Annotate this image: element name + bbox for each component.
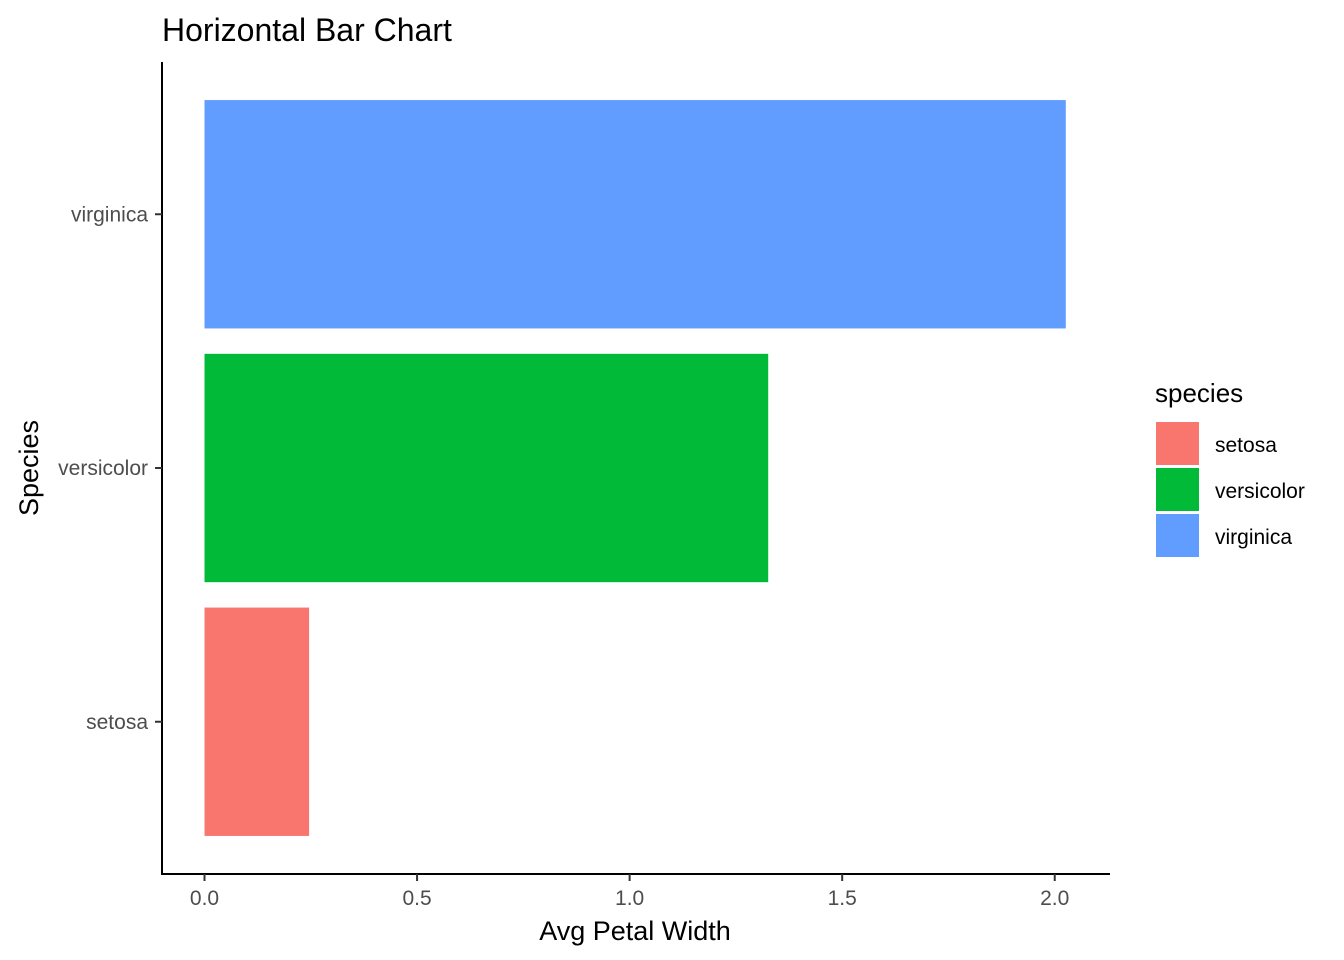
legend-label: setosa [1215,434,1277,457]
x-axis-title: Avg Petal Width [539,916,731,946]
x-tick-label: 0.0 [190,887,219,910]
legend-item-versicolor: versicolor [1156,468,1305,511]
x-tick-label: 0.5 [402,887,431,910]
y-axis-ticks: setosa versicolor virginica [58,203,162,734]
bar-virginica [204,100,1066,329]
chart-title: Horizontal Bar Chart [162,12,452,48]
legend: species setosa versicolor virginica [1155,378,1305,557]
legend-title: species [1155,378,1243,408]
legend-label: versicolor [1215,480,1305,503]
x-tick-label: 1.0 [615,887,644,910]
x-axis-ticks: 0.0 0.5 1.0 1.5 2.0 [190,874,1069,910]
legend-key-setosa [1156,422,1199,465]
legend-item-virginica: virginica [1156,514,1292,557]
x-tick-label: 2.0 [1040,887,1069,910]
bar-versicolor [204,353,769,583]
y-tick-label: setosa [86,711,148,734]
y-tick-label: versicolor [58,457,148,480]
x-tick-label: 1.5 [828,887,857,910]
legend-key-versicolor [1156,468,1199,511]
y-axis-title: Species [14,420,44,516]
legend-label: virginica [1215,526,1292,549]
bars-layer [204,100,1066,836]
legend-items: setosa versicolor virginica [1156,422,1305,557]
legend-item-setosa: setosa [1156,422,1277,465]
y-tick-label: virginica [71,203,148,226]
bar-setosa [204,607,310,836]
legend-key-virginica [1156,514,1199,557]
